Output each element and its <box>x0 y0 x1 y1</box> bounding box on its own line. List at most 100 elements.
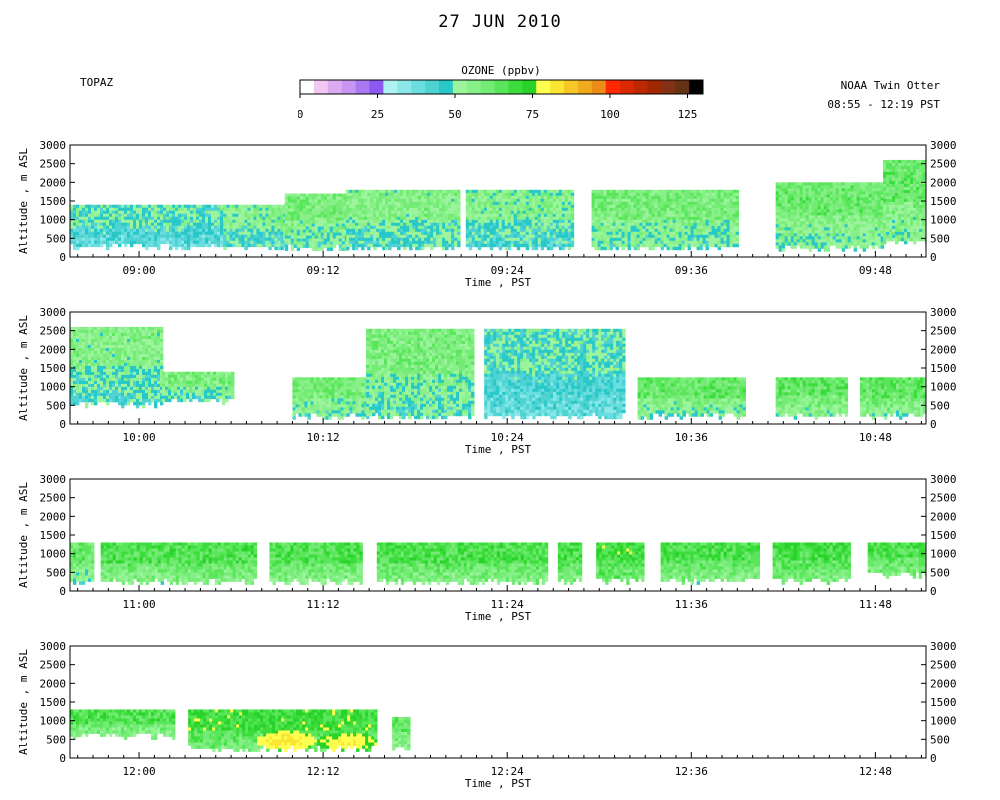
x-tick-label: 09:36 <box>675 264 708 277</box>
y-tick-label: 0 <box>59 585 66 598</box>
colorbar-swatch <box>619 80 634 94</box>
y-tick-label: 1500 <box>40 195 67 208</box>
x-tick-label: 12:24 <box>491 765 524 778</box>
ozone-segment <box>484 328 626 420</box>
colorbar-tick-label: 100 <box>600 108 620 121</box>
x-axis-label: Time , PST <box>465 777 532 790</box>
y-tick-label: 2500 <box>40 158 67 171</box>
y-axis-label: Altitude , m ASL <box>17 649 30 755</box>
x-tick-label: 12:00 <box>122 765 155 778</box>
x-tick-label: 10:36 <box>675 431 708 444</box>
ozone-segment <box>392 716 411 751</box>
y-tick-label: 0 <box>59 418 66 431</box>
x-tick-label: 12:36 <box>675 765 708 778</box>
ozone-segment <box>188 709 378 752</box>
colorbar-swatch <box>313 80 329 94</box>
y-tick-label-right: 1000 <box>930 715 957 728</box>
x-tick-label: 11:12 <box>307 598 340 611</box>
y-tick-label: 1000 <box>40 548 67 561</box>
y-tick-label-right: 500 <box>930 566 950 579</box>
ozone-segment <box>557 542 583 585</box>
ozone-segment <box>772 542 851 585</box>
ozone-segment <box>376 542 549 585</box>
colorbar-swatch <box>383 80 398 94</box>
ozone-segment <box>223 204 287 251</box>
y-tick-label-right: 1500 <box>930 529 957 542</box>
ozone-segment <box>860 377 926 420</box>
colorbar-swatch <box>564 80 579 94</box>
x-tick-label: 10:12 <box>307 431 340 444</box>
ozone-segment <box>366 328 475 420</box>
x-tick-label: 09:24 <box>491 264 524 277</box>
ozone-segment <box>591 189 739 251</box>
colorbar-frame <box>299 79 704 95</box>
colorbar-title: OZONE (ppbv) <box>461 64 541 77</box>
y-tick-label: 1000 <box>40 214 67 227</box>
y-tick-label-right: 1000 <box>930 548 957 561</box>
x-tick-label: 12:12 <box>307 765 340 778</box>
x-tick-label: 09:12 <box>307 264 340 277</box>
x-tick-label: 09:48 <box>859 264 892 277</box>
platform-name: NOAA Twin Otter <box>840 79 940 92</box>
colorbar-swatch <box>355 80 370 94</box>
x-axis-label: Time , PST <box>465 610 532 623</box>
y-tick-label-right: 2000 <box>930 677 957 690</box>
y-tick-label-right: 3000 <box>930 139 957 152</box>
colorbar-tick-label: 50 <box>448 108 461 121</box>
colorbar-swatch <box>425 80 440 94</box>
y-tick-label: 500 <box>46 566 66 579</box>
y-tick-label: 500 <box>46 232 66 245</box>
colorbar-swatch <box>369 80 384 94</box>
ozone-segment <box>70 709 176 740</box>
y-tick-label: 1000 <box>40 715 67 728</box>
colorbar-swatch <box>577 80 593 94</box>
x-tick-label: 11:24 <box>491 598 524 611</box>
y-tick-label-right: 0 <box>930 585 937 598</box>
ozone-segment <box>70 326 164 409</box>
y-tick-label: 3000 <box>40 139 67 152</box>
colorbar-tick-label: 25 <box>371 108 384 121</box>
x-tick-label: 11:48 <box>859 598 892 611</box>
y-tick-label-right: 1500 <box>930 696 957 709</box>
y-tick-label: 2000 <box>40 343 67 356</box>
y-tick-label-right: 0 <box>930 251 937 264</box>
colorbar-swatch <box>522 80 537 94</box>
ozone-segment <box>883 159 926 245</box>
colorbar-swatch <box>397 80 412 94</box>
y-tick-label: 3000 <box>40 306 67 319</box>
colorbar-swatch <box>452 80 468 94</box>
colorbar-tick-label: 0 <box>298 108 303 121</box>
y-tick-label-right: 2500 <box>930 659 957 672</box>
panel-2: 0 0 500 500 1000 1000 1500 1500 2000 2000 2500 2500… <box>17 306 957 456</box>
colorbar-swatch <box>480 80 495 94</box>
colorbar-swatch <box>675 80 690 94</box>
colorbar-swatch <box>466 80 481 94</box>
y-tick-label-right: 500 <box>930 733 950 746</box>
y-axis-label: Altitude , m ASL <box>17 148 30 254</box>
y-tick-label-right: 0 <box>930 418 937 431</box>
y-tick-label: 2000 <box>40 176 67 189</box>
y-tick-label-right: 3000 <box>930 306 957 319</box>
y-tick-label-right: 2000 <box>930 176 957 189</box>
y-tick-label-right: 2500 <box>930 158 957 171</box>
panel-1: 0 0 500 500 1000 1000 1500 1500 2000 2000 2500 2500… <box>17 139 957 289</box>
y-tick-label-right: 1500 <box>930 195 957 208</box>
x-tick-label: 10:00 <box>122 431 155 444</box>
y-tick-label: 2500 <box>40 492 67 505</box>
colorbar-swatch <box>605 80 620 94</box>
colorbar-swatch <box>647 80 662 94</box>
y-tick-label: 1500 <box>40 362 67 375</box>
x-tick-label: 09:00 <box>122 264 155 277</box>
ozone-segment <box>292 377 368 420</box>
y-tick-label-right: 1000 <box>930 214 957 227</box>
ozone-segment <box>637 377 746 420</box>
panel-data-layer <box>70 542 926 585</box>
y-tick-label: 3000 <box>40 473 67 486</box>
y-tick-label: 0 <box>59 251 66 264</box>
y-tick-label: 2500 <box>40 659 67 672</box>
ozone-segment <box>70 204 227 251</box>
colorbar-swatch <box>411 80 426 94</box>
y-tick-label: 2500 <box>40 325 67 338</box>
colorbar-swatch <box>300 80 315 94</box>
y-tick-label: 2000 <box>40 510 67 523</box>
